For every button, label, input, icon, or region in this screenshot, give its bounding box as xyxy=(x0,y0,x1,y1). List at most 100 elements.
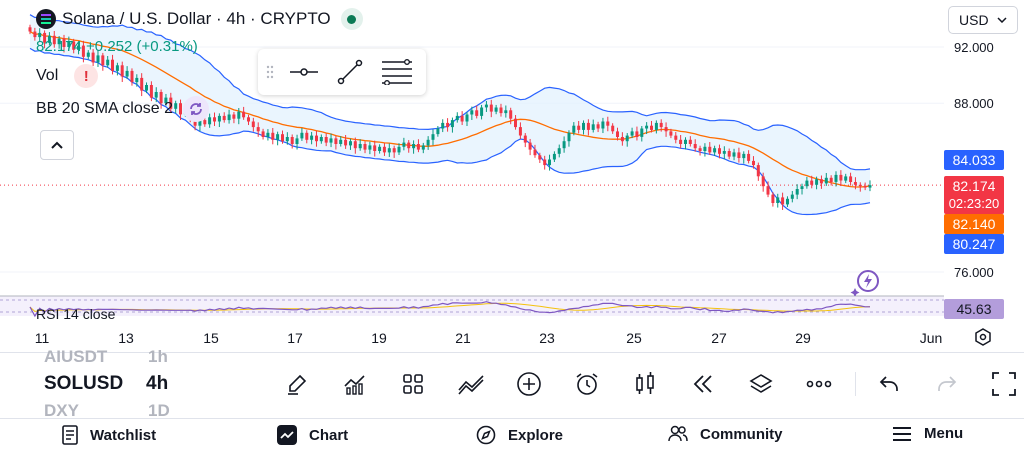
watchlist-prev-symbol[interactable]: AIUSDT xyxy=(44,347,108,366)
undo-icon[interactable] xyxy=(873,368,905,400)
rsi-panel-background xyxy=(0,296,944,316)
candle xyxy=(465,114,469,122)
volume-legend[interactable]: Vol ! xyxy=(36,64,99,88)
community-icon xyxy=(668,425,688,442)
candle xyxy=(781,197,785,205)
nav-explore[interactable]: Explore xyxy=(476,425,563,445)
drawing-pen-icon[interactable] xyxy=(281,368,313,400)
trend-line-tool-icon[interactable] xyxy=(326,58,374,86)
chevron-up-icon xyxy=(51,141,63,149)
candle xyxy=(33,31,37,38)
nav-menu[interactable]: Menu xyxy=(892,425,963,442)
currency-value: USD xyxy=(959,12,989,28)
chart-area[interactable]: Solana / U.S. Dollar · 4h · CRYPTO 82.17… xyxy=(0,0,1024,348)
layers-icon[interactable] xyxy=(745,368,777,400)
candle xyxy=(679,139,683,144)
nav-menu-label: Menu xyxy=(924,425,964,442)
replay-rewind-icon[interactable] xyxy=(687,368,719,400)
collapse-legend-button[interactable] xyxy=(40,130,74,160)
candle-countdown: 02:23:20 xyxy=(948,196,1000,211)
watchlist-next-interval[interactable]: 1D xyxy=(148,401,170,420)
candle xyxy=(441,122,445,129)
compare-symbols-icon[interactable] xyxy=(455,368,487,400)
candle xyxy=(543,159,547,166)
candle xyxy=(81,45,85,57)
candle-style-icon[interactable] xyxy=(629,368,661,400)
volume-warning-icon[interactable]: ! xyxy=(74,64,99,88)
date-tick-jun: Jun xyxy=(919,330,943,346)
horizontal-ray-tool-icon[interactable] xyxy=(282,67,326,77)
candle xyxy=(334,138,338,144)
add-plus-icon[interactable] xyxy=(513,368,545,400)
candle xyxy=(620,137,624,142)
candle xyxy=(562,141,566,149)
indicators-icon[interactable] xyxy=(339,368,371,400)
candle xyxy=(824,177,828,184)
more-options-icon[interactable] xyxy=(803,368,835,400)
date-tick-19: 19 xyxy=(371,330,387,346)
candle xyxy=(174,103,178,109)
candle xyxy=(261,131,265,137)
candle xyxy=(431,134,435,140)
candle xyxy=(421,145,425,150)
candle xyxy=(552,153,556,160)
candle xyxy=(718,148,721,154)
candle xyxy=(727,151,731,157)
alarm-clock-icon[interactable] xyxy=(571,368,603,400)
candle xyxy=(339,139,343,144)
watchlist-prev-interval[interactable]: 1h xyxy=(148,347,168,366)
redo-icon[interactable] xyxy=(931,368,963,400)
layout-grid-icon[interactable] xyxy=(397,368,429,400)
watchlist-next-symbol[interactable]: DXY xyxy=(44,401,79,420)
magic-alert-icon[interactable] xyxy=(850,268,884,297)
candle xyxy=(703,146,707,151)
candle xyxy=(416,144,420,150)
candle xyxy=(96,55,100,63)
date-tick-25: 25 xyxy=(626,330,642,346)
drawing-toolbar[interactable] xyxy=(258,49,426,95)
candle xyxy=(47,35,51,43)
price-change-readout: 82.174 +0.252 (+0.31%) xyxy=(36,38,198,55)
candle xyxy=(839,174,843,181)
candle xyxy=(528,142,532,150)
volume-label: Vol xyxy=(36,67,59,84)
currency-select[interactable]: USD xyxy=(948,6,1018,34)
fib-retracement-tool-icon[interactable] xyxy=(374,59,420,85)
candle xyxy=(504,110,508,114)
market-status-icon[interactable] xyxy=(340,8,363,30)
candle xyxy=(256,127,260,132)
nav-community-label: Community xyxy=(700,425,783,443)
candle xyxy=(572,125,576,133)
candle xyxy=(523,135,527,143)
nav-community[interactable]: Community xyxy=(668,425,783,443)
candle xyxy=(713,148,717,153)
candle xyxy=(382,146,386,153)
candle xyxy=(193,118,197,126)
candle xyxy=(514,118,517,128)
loading-sync-icon[interactable] xyxy=(182,96,209,122)
candle xyxy=(645,125,649,129)
candle xyxy=(480,107,484,116)
candle xyxy=(290,137,294,144)
candle xyxy=(761,176,765,187)
interval-selector[interactable]: 4h xyxy=(146,373,169,394)
bottom-toolbar: AIUSDT 1h DXY 1D xyxy=(0,347,1024,420)
chart-settings-icon[interactable] xyxy=(972,326,996,348)
nav-watchlist[interactable]: Watchlist xyxy=(62,425,156,445)
candle xyxy=(548,159,551,166)
candle xyxy=(606,121,610,126)
toolbar-divider xyxy=(855,372,856,396)
candle xyxy=(766,186,770,195)
upper-band-tag: 84.033 xyxy=(944,150,1004,170)
symbol-legend[interactable]: Solana / U.S. Dollar · 4h · CRYPTO xyxy=(36,8,363,30)
bollinger-legend[interactable]: BB 20 SMA close 2 xyxy=(36,96,209,122)
drag-handle-icon[interactable] xyxy=(258,65,282,79)
candle xyxy=(853,182,857,185)
nav-chart[interactable]: Chart xyxy=(277,425,348,445)
candle xyxy=(611,125,615,132)
candle xyxy=(834,174,838,182)
bollinger-basis-line xyxy=(29,30,871,188)
symbol-selector[interactable]: SOLUSD xyxy=(44,373,124,394)
candle xyxy=(62,38,66,47)
fullscreen-icon[interactable] xyxy=(988,368,1020,400)
